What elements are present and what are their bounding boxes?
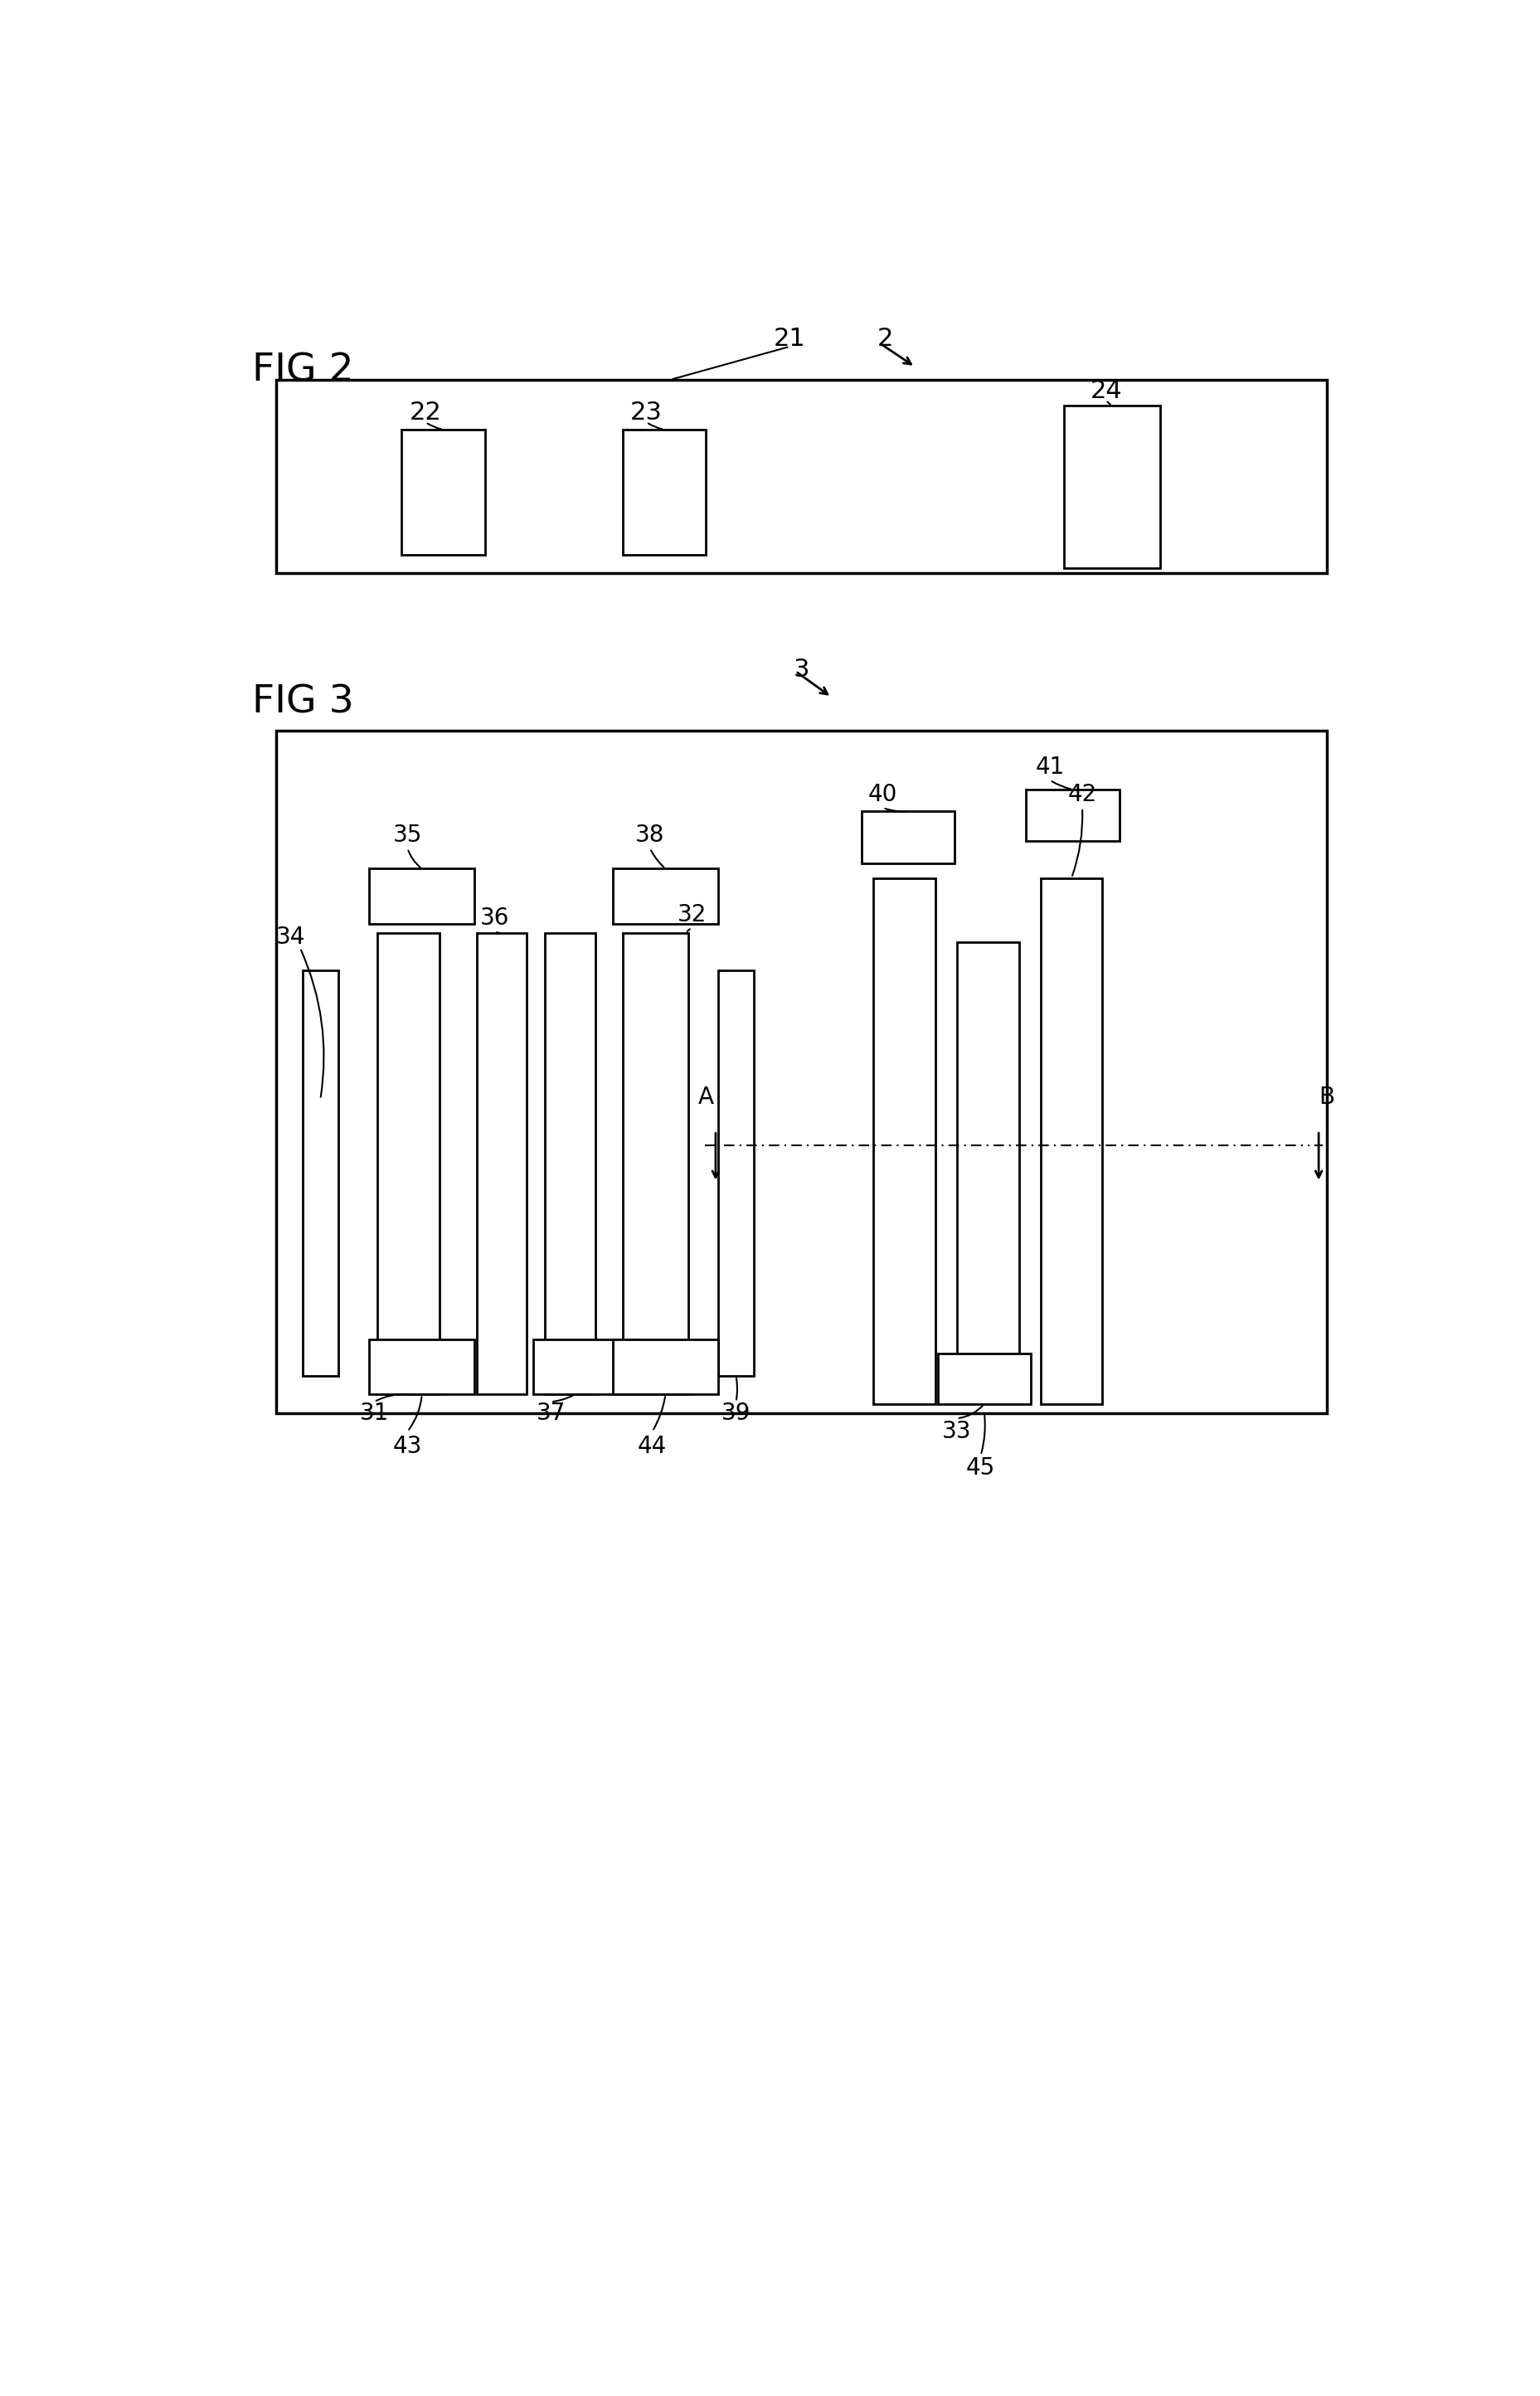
Bar: [613, 870, 718, 925]
Text: 34: 34: [276, 925, 305, 949]
Text: 38: 38: [634, 824, 664, 848]
Bar: [873, 877, 935, 1404]
Text: 33: 33: [941, 1421, 972, 1442]
Text: FIG 2: FIG 2: [253, 352, 354, 388]
Text: 44: 44: [638, 1435, 667, 1457]
Text: 2: 2: [876, 328, 893, 352]
Bar: [545, 932, 594, 1394]
Bar: [533, 1339, 638, 1394]
Bar: [938, 1354, 1030, 1404]
Text: 21: 21: [773, 328, 805, 352]
Text: 24: 24: [1089, 379, 1121, 403]
Bar: [622, 932, 688, 1394]
Bar: [1064, 405, 1160, 568]
Text: 37: 37: [536, 1402, 565, 1426]
Bar: [370, 870, 474, 925]
Bar: [1026, 788, 1118, 841]
Text: 40: 40: [867, 783, 896, 807]
Bar: [622, 429, 705, 556]
Bar: [276, 731, 1326, 1414]
Text: A: A: [698, 1085, 713, 1109]
Text: 23: 23: [630, 400, 662, 424]
Text: FIG 3: FIG 3: [253, 683, 354, 721]
Text: 3: 3: [793, 657, 808, 680]
Text: 36: 36: [480, 906, 510, 930]
Bar: [861, 812, 953, 863]
Bar: [718, 970, 753, 1375]
Bar: [370, 1339, 474, 1394]
Text: 31: 31: [359, 1402, 388, 1426]
Text: 32: 32: [676, 903, 705, 927]
Text: 42: 42: [1067, 783, 1096, 807]
Text: 45: 45: [966, 1457, 995, 1481]
Bar: [276, 379, 1326, 573]
Bar: [1040, 877, 1103, 1404]
Bar: [302, 970, 339, 1375]
Text: 39: 39: [721, 1402, 750, 1426]
Bar: [402, 429, 485, 556]
Text: B: B: [1318, 1085, 1334, 1109]
Text: 22: 22: [410, 400, 442, 424]
Text: 41: 41: [1035, 755, 1064, 779]
Bar: [956, 942, 1018, 1366]
Text: 35: 35: [393, 824, 422, 848]
Bar: [613, 1339, 718, 1394]
Bar: [377, 932, 439, 1394]
Text: 43: 43: [393, 1435, 422, 1457]
Bar: [476, 932, 527, 1394]
